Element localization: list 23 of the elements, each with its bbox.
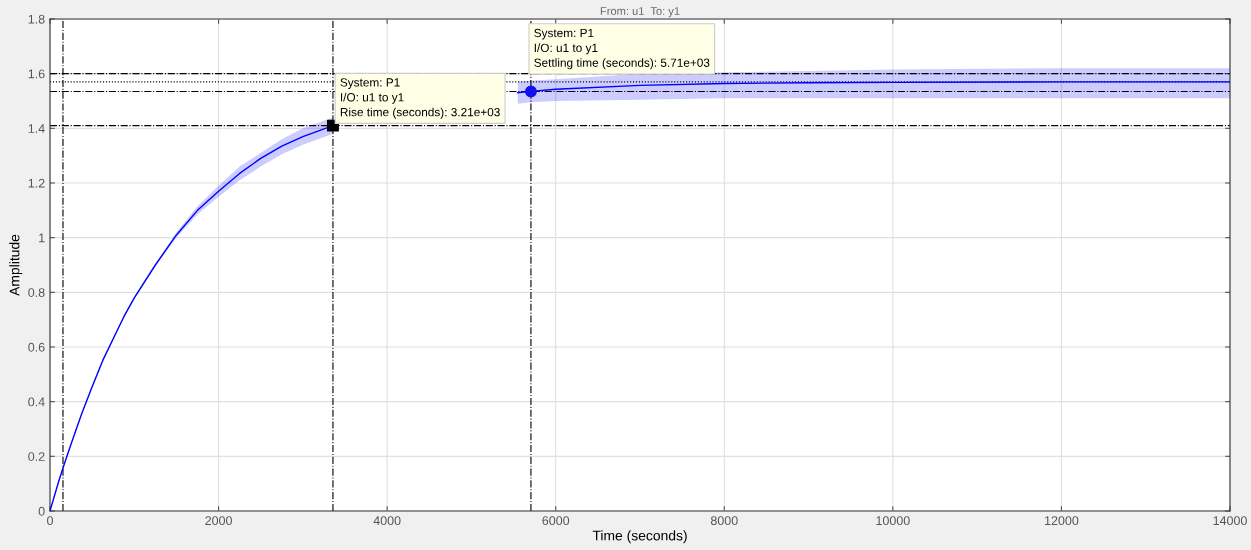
y-tick-label: 1.2 — [28, 178, 45, 188]
x-tick-label: 8000 — [710, 516, 738, 526]
y-tick-label: 0.4 — [28, 397, 45, 407]
x-tick-label: 0 — [47, 516, 53, 526]
y-tick-label: 0.6 — [28, 342, 45, 352]
x-tick-label: 12000 — [1045, 516, 1079, 526]
x-tick-label: 2000 — [205, 516, 232, 526]
y-tick-label: 1 — [39, 233, 45, 243]
y-tick-label: 1.4 — [28, 124, 45, 133]
y-tick-label: 1.6 — [28, 69, 45, 79]
x-tick-label: 4000 — [373, 516, 401, 526]
y-tick-label: 0.8 — [28, 288, 45, 297]
x-tick-label: 14000 — [1213, 516, 1247, 526]
annotation: System: P1 I/O: u1 to y1 Rise time (seconds): 3.21e+03 — [340, 78, 500, 119]
x-tick-label: 10000 — [876, 516, 910, 526]
chart-title: From: u1 To: y1 — [600, 7, 680, 18]
y-tick-label: 1.8 — [28, 14, 45, 24]
y-axis-title: Amplitude — [9, 234, 23, 296]
x-axis-title: Time (seconds) — [592, 530, 687, 544]
x-tick-label: 6000 — [542, 516, 570, 526]
y-tick-label: 0.2 — [28, 452, 45, 461]
y-tick-label: 0 — [38, 506, 45, 516]
annotation: System: P1 I/O: u1 to y1 Settling time (seconds): 5.71e+03 — [534, 28, 710, 70]
